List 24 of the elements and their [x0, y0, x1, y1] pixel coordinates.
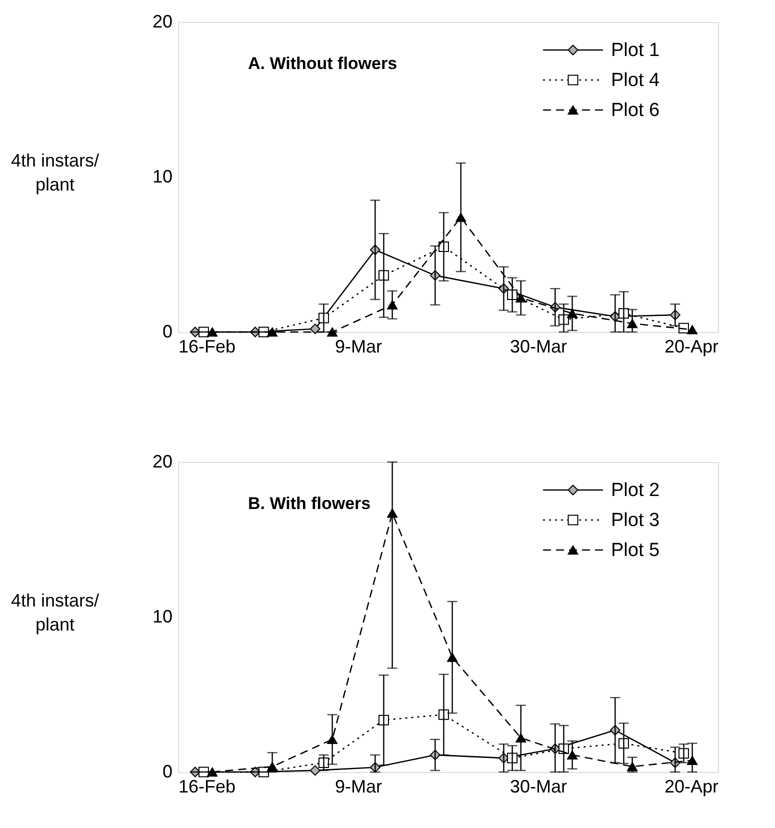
y-tick-label: 20 — [152, 452, 172, 472]
legend-label: Plot 4 — [611, 70, 660, 91]
y-tick-label: 0 — [162, 762, 172, 782]
legend-label: Plot 2 — [611, 480, 660, 501]
legend-label: Plot 5 — [611, 540, 660, 561]
x-tick-label: 16-Feb — [178, 336, 236, 356]
y-tick-label: 20 — [152, 12, 172, 32]
legend-label: Plot 1 — [611, 40, 660, 61]
text: A. Without flowers — [248, 54, 398, 73]
x-tick-label: 30-Mar — [510, 776, 568, 796]
x-tick-label: 9-Mar — [334, 336, 382, 356]
x-tick-label: 20-Apr — [664, 336, 718, 356]
x-tick-label: 20-Apr — [664, 776, 718, 796]
y-tick-label: 10 — [152, 166, 172, 186]
x-tick-label: 30-Mar — [510, 336, 568, 356]
y-tick-label: 10 — [152, 606, 172, 626]
legend-label: Plot 6 — [611, 100, 660, 121]
y-axis-title: 4th instars/ plant — [10, 590, 100, 634]
text: B. With flowers — [248, 494, 371, 513]
x-tick-label: 16-Feb — [178, 776, 236, 796]
legend-label: Plot 3 — [611, 510, 660, 531]
y-axis-title: 4th instars/ plant — [10, 150, 100, 194]
y-tick-label: 0 — [162, 322, 172, 342]
x-tick-label: 9-Mar — [334, 776, 382, 796]
